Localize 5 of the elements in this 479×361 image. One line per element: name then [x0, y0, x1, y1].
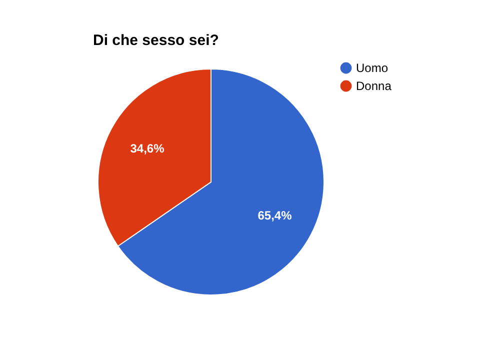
data-label: 65,4% — [258, 208, 292, 222]
chart-title: Di che sesso sei? — [93, 32, 219, 49]
legend-label: Uomo — [356, 61, 388, 75]
data-label: 34,6% — [130, 142, 165, 156]
legend-label: Donna — [356, 79, 392, 93]
